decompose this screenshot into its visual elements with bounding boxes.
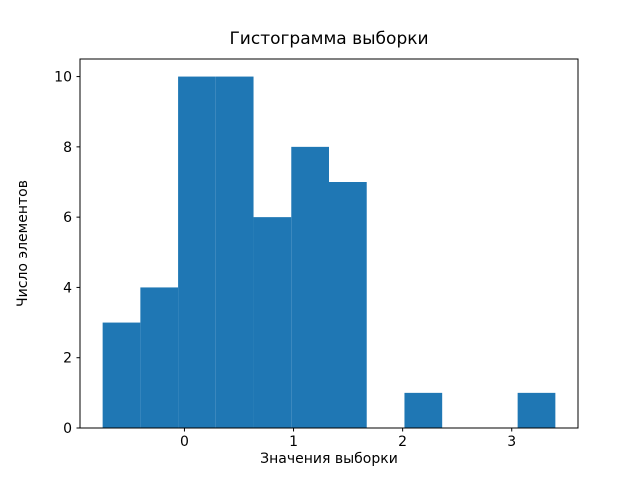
histogram-bar (291, 146, 329, 429)
histogram-bar (215, 76, 254, 428)
x-axis-label: Значения выборки (260, 451, 398, 467)
histogram-bar (404, 392, 443, 428)
y-tick-label: 10 (54, 70, 72, 86)
y-tick-label: 8 (63, 140, 72, 156)
x-tick-label: 1 (289, 434, 298, 450)
plot-border (79, 58, 579, 429)
histogram-bar (102, 322, 141, 428)
ticks-layer: 0 1 2 3 0 2 4 6 8 10 (54, 70, 516, 450)
histogram-bar (140, 287, 179, 428)
bars-layer (102, 76, 556, 429)
histogram-bar (253, 217, 292, 428)
chart-title: Гистограмма выборки (229, 29, 428, 49)
y-tick-label: 6 (63, 210, 72, 226)
y-tick-label: 2 (63, 351, 72, 367)
histogram-bar (178, 76, 216, 428)
histogram-bar (517, 392, 556, 428)
histogram-bar (329, 182, 367, 428)
y-tick-label: 4 (63, 280, 72, 296)
x-tick-label: 3 (507, 434, 516, 450)
x-tick-label: 2 (398, 434, 407, 450)
y-axis-label: Число элементов (15, 180, 31, 307)
x-tick-label: 0 (180, 434, 189, 450)
y-tick-label: 0 (63, 421, 72, 437)
